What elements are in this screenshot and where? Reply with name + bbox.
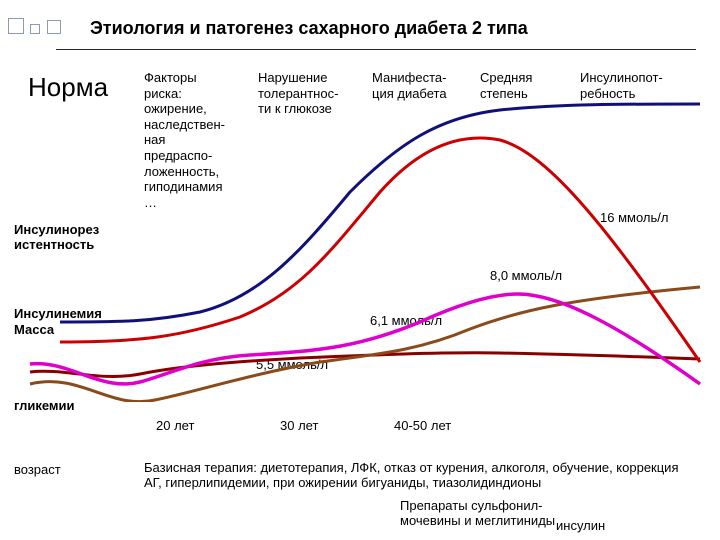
footer-basis: Базисная терапия: диетотерапия, ЛФК, отк… (144, 460, 694, 490)
footer-sulfonyl: Препараты сульфонил- мочевины и меглитин… (400, 498, 555, 528)
curve-navy (60, 104, 700, 322)
chart-svg (0, 62, 720, 402)
label-vozrast: возраст (14, 462, 61, 478)
deco-sq-1 (8, 18, 24, 34)
deco-sq-3 (47, 20, 61, 34)
xtick-20: 20 лет (156, 418, 194, 434)
deco-sq-2 (30, 24, 40, 34)
curve-red (60, 138, 700, 362)
slide-root: Этиология и патогенез сахарного диабета … (0, 0, 720, 540)
xtick-30: 30 лет (280, 418, 318, 434)
title-underline (56, 49, 696, 50)
xtick-4050: 40-50 лет (394, 418, 451, 434)
slide-title: Этиология и патогенез сахарного диабета … (90, 18, 528, 39)
decor-squares (8, 18, 63, 39)
footer-insulin: инсулин (556, 518, 605, 533)
